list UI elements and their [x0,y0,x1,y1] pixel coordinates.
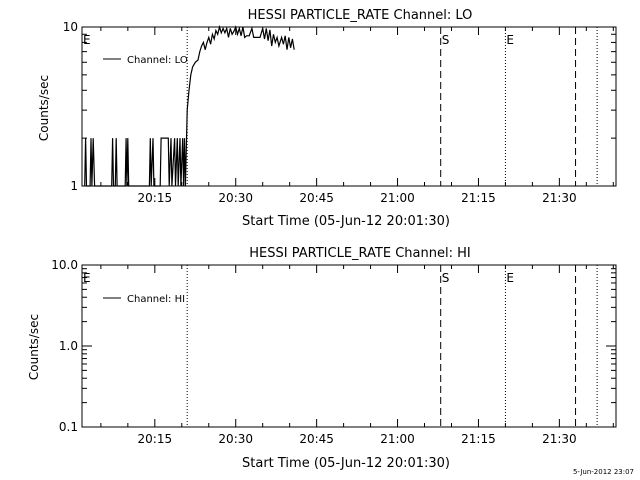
x-tick-label: 20:45 [299,191,334,205]
y-axis-label: Counts/sec [27,314,41,380]
x-tick-label: 21:00 [380,432,415,446]
plot-frame [81,264,617,428]
event-marker-label: S [442,33,450,47]
event-marker-label: S [442,271,450,285]
y-tick-label: 10.0 [51,258,78,272]
x-tick-label: 21:30 [542,432,577,446]
panel-lo: HESSI PARTICLE_RATE Channel: LO Start Ti… [37,8,617,229]
series-line [84,24,295,187]
y-axis-label: Counts/sec [37,75,51,141]
x-tick-label: 21:15 [461,191,496,205]
plot-frame [81,26,617,187]
x-tick-label: 21:15 [461,432,496,446]
x-tick-label: 21:30 [542,191,577,205]
x-tick-label: 21:00 [380,191,415,205]
panel-title: HESSI PARTICLE_RATE Channel: LO [248,8,473,23]
event-marker-label: E [83,271,91,285]
panel-title: HESSI PARTICLE_RATE Channel: HI [249,246,470,261]
footer-date: 5-Jun-2012 23:07 [572,468,634,476]
x-axis-label: Start Time (05-Jun-12 20:01:30) [242,214,450,229]
event-marker-label: E [83,33,91,47]
y-tick-label: 0.1 [59,420,78,434]
x-tick-label: 20:45 [299,432,334,446]
x-tick-label: 20:15 [138,191,173,205]
x-tick-label: 20:15 [138,432,173,446]
x-tick-label: 20:30 [218,191,253,205]
legend-label: Channel: HI [127,294,185,305]
x-tick-label: 20:30 [218,432,253,446]
legend-label: Channel: LO [127,55,188,66]
y-tick-label: 1 [70,179,78,193]
y-tick-label: 1.0 [59,339,78,353]
y-tick-label: 10 [63,20,78,34]
panel-hi: HESSI PARTICLE_RATE Channel: HI Start Ti… [27,246,617,471]
event-marker-label: E [506,33,514,47]
event-marker-label: E [506,271,514,285]
x-axis-label: Start Time (05-Jun-12 20:01:30) [242,456,450,471]
